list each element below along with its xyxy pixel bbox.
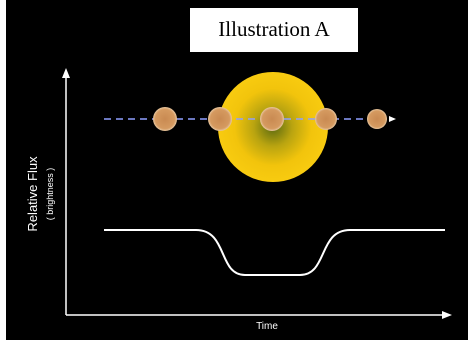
x-axis-label: Time	[256, 321, 278, 332]
planet	[153, 107, 177, 131]
planet	[315, 108, 337, 130]
y-axis-sublabel: ( brightness )	[45, 168, 55, 221]
illustration: Illustration A Relative Flux ( brightnes…	[0, 0, 474, 345]
planet	[260, 107, 284, 131]
y-axis-label: Relative Flux	[25, 156, 40, 232]
planet	[208, 107, 232, 131]
planet	[367, 109, 387, 129]
title: Illustration A	[218, 17, 330, 41]
